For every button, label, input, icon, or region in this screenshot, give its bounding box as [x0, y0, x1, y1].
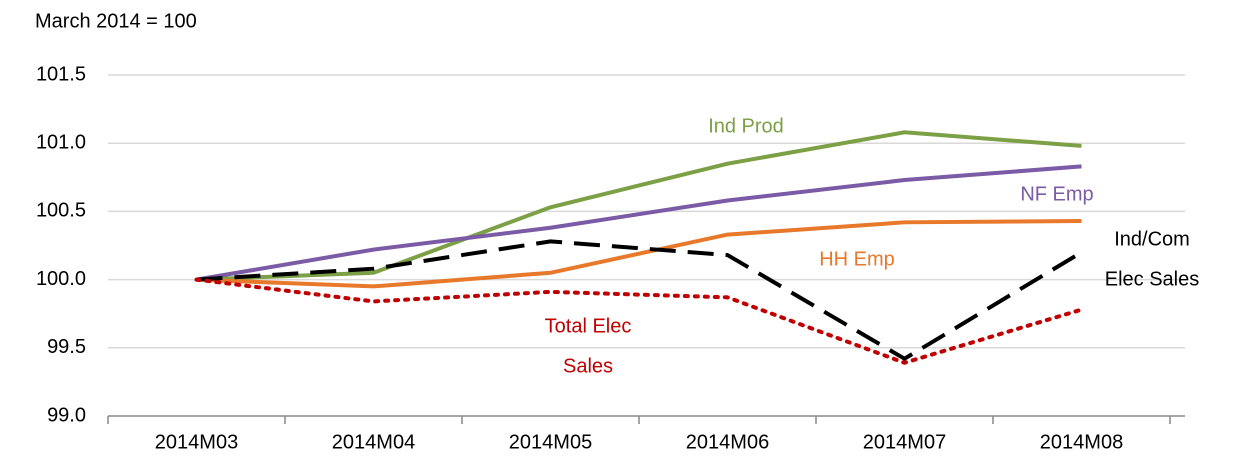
x-tick-label: 2014M08: [1040, 431, 1123, 453]
x-tick-label: 2014M07: [863, 431, 946, 453]
series-label: Sales: [563, 355, 613, 377]
y-tick-label: 101.5: [36, 63, 86, 85]
x-tick-label: 2014M06: [686, 431, 769, 453]
y-tick-label: 100.0: [36, 268, 86, 290]
y-tick-label: 101.0: [36, 131, 86, 153]
y-tick-label: 99.0: [47, 404, 86, 426]
series-line: [196, 239, 1083, 362]
series-label: Elec Sales: [1105, 268, 1200, 290]
series-line: [196, 164, 1082, 282]
y-tick-label: 100.5: [36, 200, 86, 222]
series-label: Ind Prod: [708, 115, 784, 137]
series-line: [196, 218, 1082, 289]
series-label: Total Elec: [545, 315, 632, 337]
series-label: NF Emp: [1020, 183, 1093, 205]
series-line: [194, 277, 1084, 365]
series-label: Ind/Com: [1114, 228, 1190, 250]
series-label: HH Emp: [819, 248, 895, 270]
y-axis-label: March 2014 = 100: [35, 10, 197, 32]
series-line: [196, 130, 1082, 282]
y-tick-label: 99.5: [47, 336, 86, 358]
x-tick-label: 2014M04: [332, 431, 415, 453]
x-tick-label: 2014M05: [509, 431, 592, 453]
x-tick-label: 2014M03: [155, 431, 238, 453]
